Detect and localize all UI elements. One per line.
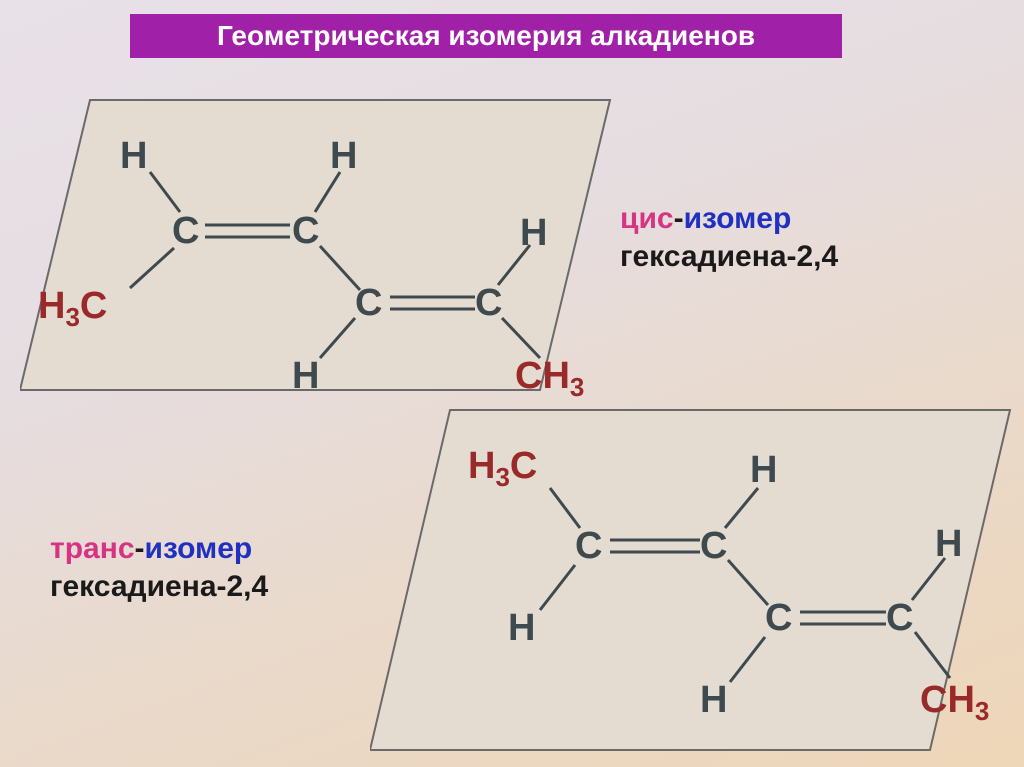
svg-text:H: H — [508, 607, 535, 649]
trans-label: транс-изомер гексадиена-2,4 — [50, 530, 268, 605]
cis-prefix: цис — [620, 202, 674, 235]
svg-text:H: H — [750, 449, 777, 491]
slide-root: Геометрическая изомерия алкадиенов — [0, 0, 1024, 767]
svg-text:C: C — [886, 597, 913, 639]
svg-text:C: C — [172, 210, 199, 252]
svg-text:C: C — [475, 282, 502, 324]
cis-label: цис-изомер гексадиена-2,4 — [620, 200, 838, 275]
svg-text:H: H — [292, 355, 319, 397]
svg-text:C: C — [700, 525, 727, 567]
svg-text:H: H — [520, 212, 547, 254]
svg-text:C: C — [292, 210, 319, 252]
cis-isomer-diagram: H H H H C C C C H3C CH3 — [20, 90, 620, 405]
svg-text:CH3: CH3 — [920, 679, 989, 726]
cis-compound: гексадиена-2,4 — [620, 240, 838, 273]
trans-prefix: транс — [50, 532, 135, 565]
svg-text:CH3: CH3 — [515, 355, 584, 400]
slide-title: Геометрическая изомерия алкадиенов — [130, 14, 842, 58]
panel-border-2 — [370, 410, 1010, 750]
svg-text:H: H — [120, 135, 147, 177]
svg-text:H: H — [700, 679, 727, 721]
trans-compound: гексадиена-2,4 — [50, 570, 268, 603]
trans-dash: - — [135, 532, 145, 565]
svg-text:C: C — [765, 597, 792, 639]
svg-text:H: H — [330, 135, 357, 177]
trans-isomer-diagram: H3C H H C C C C H H CH3 — [370, 400, 1020, 765]
cis-word: изомер — [684, 202, 792, 235]
svg-text:C: C — [355, 282, 382, 324]
svg-text:H: H — [935, 523, 962, 565]
cis-dash: - — [674, 202, 684, 235]
trans-word: изомер — [145, 532, 253, 565]
svg-text:C: C — [575, 525, 602, 567]
